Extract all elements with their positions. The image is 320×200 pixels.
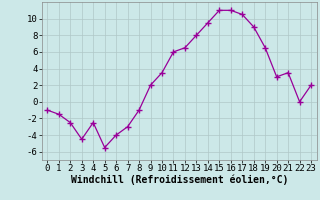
X-axis label: Windchill (Refroidissement éolien,°C): Windchill (Refroidissement éolien,°C) — [70, 175, 288, 185]
